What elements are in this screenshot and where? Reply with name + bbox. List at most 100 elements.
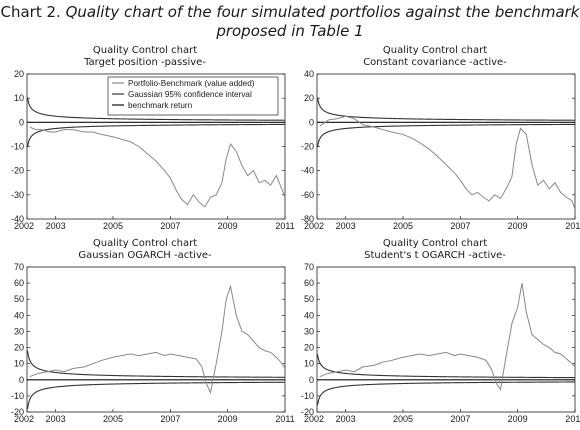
- x-tick-label: 2007: [450, 414, 470, 424]
- y-tick-label: 0: [309, 117, 314, 127]
- legend-box: [107, 76, 279, 116]
- x-tick-label: 2003: [336, 414, 356, 424]
- y-tick-label: 50: [14, 294, 24, 304]
- y-tick-label: 10: [14, 93, 24, 103]
- y-tick-label: -60: [301, 190, 314, 200]
- chart-svg: -80 -60 -40 -20 0 20 40 2002 2003 2005 2007 2009 201…: [301, 69, 580, 231]
- y-tick-label: -80: [301, 214, 314, 224]
- confidence-lower-line: [317, 123, 575, 148]
- confidence-upper-line: [27, 97, 285, 121]
- confidence-lower-line: [27, 381, 285, 410]
- x-tick-label: 2005: [103, 221, 123, 231]
- chart-subtitle: Student's t OGARCH -active-: [364, 250, 506, 261]
- value-added-series-line: [29, 284, 285, 395]
- chart-title: Quality Control chart: [382, 45, 488, 56]
- x-tick-label: 2002: [14, 414, 34, 424]
- confidence-lower-line: [317, 381, 575, 406]
- x-tick-label: 2002: [14, 221, 34, 231]
- y-tick-label: 30: [14, 326, 24, 336]
- confidence-upper-line: [317, 97, 575, 121]
- y-tick-label: 40: [14, 310, 24, 320]
- y-tick-label: 30: [304, 326, 314, 336]
- x-tick-label: 2009: [218, 414, 238, 424]
- x-tick-label: 2011: [565, 414, 580, 424]
- x-tick-label: 2002: [304, 414, 324, 424]
- chart-svg: -40 -30 -20 -10 0 10 20 2002 2003 2005 2007 2009 201…: [11, 69, 295, 231]
- chart-panel-target-position: Quality Control chart Target position -p…: [0, 44, 295, 234]
- y-tick-label: 0: [19, 375, 24, 385]
- x-tick-label: 2003: [336, 221, 356, 231]
- plot-series-group: [317, 283, 575, 406]
- y-tick-label: -10: [11, 391, 24, 401]
- y-tick-label: -20: [11, 166, 24, 176]
- y-tick-label: 60: [14, 278, 24, 288]
- x-tick-label: 2007: [160, 221, 180, 231]
- chart-panel-student-t-ogarch: Quality Control chart Student's t OGARCH…: [290, 237, 580, 427]
- chart-title: Quality Control chart: [92, 45, 198, 56]
- x-tick-label: 2005: [393, 414, 413, 424]
- y-tick-label: -40: [301, 166, 314, 176]
- figure-title: Chart 2. Quality chart of the four simul…: [0, 3, 580, 41]
- y-tick-label: -10: [301, 391, 314, 401]
- y-tick-label: 40: [304, 310, 314, 320]
- plot-series-group: [27, 97, 285, 208]
- y-tick-label: -30: [11, 190, 24, 200]
- plot-series-group: [317, 97, 575, 210]
- chart-panel-gaussian-ogarch: Quality Control chart Gaussian OGARCH -a…: [0, 237, 295, 427]
- x-tick-label: 2007: [450, 221, 470, 231]
- confidence-upper-line: [27, 350, 285, 378]
- chart-title: Quality Control chart: [382, 238, 488, 249]
- value-added-series-line: [319, 283, 575, 391]
- y-tick-label: -40: [11, 214, 24, 224]
- x-tick-label: 2003: [46, 221, 66, 231]
- legend-label: Gaussian 95% confidence interval: [128, 90, 252, 99]
- y-tick-label: 50: [304, 294, 314, 304]
- chart-title: Quality Control chart: [92, 238, 198, 249]
- x-tick-label: 2005: [103, 414, 123, 424]
- plot-series-group: [27, 284, 285, 410]
- plot-area-frame: [316, 73, 576, 220]
- x-tick-label: 2009: [508, 221, 528, 231]
- chart-subtitle: Constant covariance -active-: [363, 57, 507, 68]
- value-added-series-line: [29, 126, 285, 208]
- chart-panel-constant-covariance: Quality Control chart Constant covarianc…: [290, 44, 580, 234]
- x-tick-label: 2005: [393, 221, 413, 231]
- x-tick-label: 2007: [160, 414, 180, 424]
- chart-subtitle: Gaussian OGARCH -active-: [78, 250, 212, 261]
- figure-label: Chart 2.: [0, 3, 61, 21]
- y-tick-label: 20: [14, 343, 24, 353]
- legend-label: Portfolio-Benchmark (value added): [128, 79, 255, 88]
- y-tick-label: -10: [11, 142, 24, 152]
- y-tick-label: 10: [304, 359, 314, 369]
- y-tick-label: 60: [304, 278, 314, 288]
- y-tick-label: 20: [14, 69, 24, 79]
- y-tick-label: -20: [301, 142, 314, 152]
- y-tick-label: 10: [14, 359, 24, 369]
- confidence-lower-line: [27, 123, 285, 148]
- chart-svg: -20 -10 0 10 20 30 40 50 60 70 2002 2003 2005 2007 200…: [11, 262, 295, 424]
- y-tick-label: 20: [304, 93, 314, 103]
- y-tick-label: -20: [11, 407, 24, 417]
- y-tick-label: 0: [19, 117, 24, 127]
- x-tick-label: 2009: [218, 221, 238, 231]
- y-tick-label: -20: [301, 407, 314, 417]
- y-tick-label: 70: [14, 262, 24, 272]
- chart-svg: -20 -10 0 10 20 30 40 50 60 70 2002 2003 2005 2007 200…: [301, 262, 580, 424]
- x-tick-label: 2011: [565, 221, 580, 231]
- plot-area-frame: [316, 266, 576, 413]
- y-tick-label: 70: [304, 262, 314, 272]
- x-tick-label: 2011: [275, 221, 294, 231]
- x-tick-label: 2003: [46, 414, 66, 424]
- figure-caption: Quality chart of the four simulated port…: [65, 3, 580, 40]
- x-tick-label: 2009: [508, 414, 528, 424]
- chart-subtitle: Target position -passive-: [84, 57, 206, 68]
- y-tick-label: 0: [309, 375, 314, 385]
- y-tick-label: 20: [304, 343, 314, 353]
- y-tick-label: 40: [304, 69, 314, 79]
- x-tick-label: 2011: [275, 414, 294, 424]
- confidence-upper-line: [317, 354, 575, 379]
- x-tick-label: 2002: [304, 221, 324, 231]
- plot-area-frame: [26, 266, 286, 413]
- legend-label: benchmark return: [128, 101, 193, 110]
- value-added-series-line: [319, 115, 575, 210]
